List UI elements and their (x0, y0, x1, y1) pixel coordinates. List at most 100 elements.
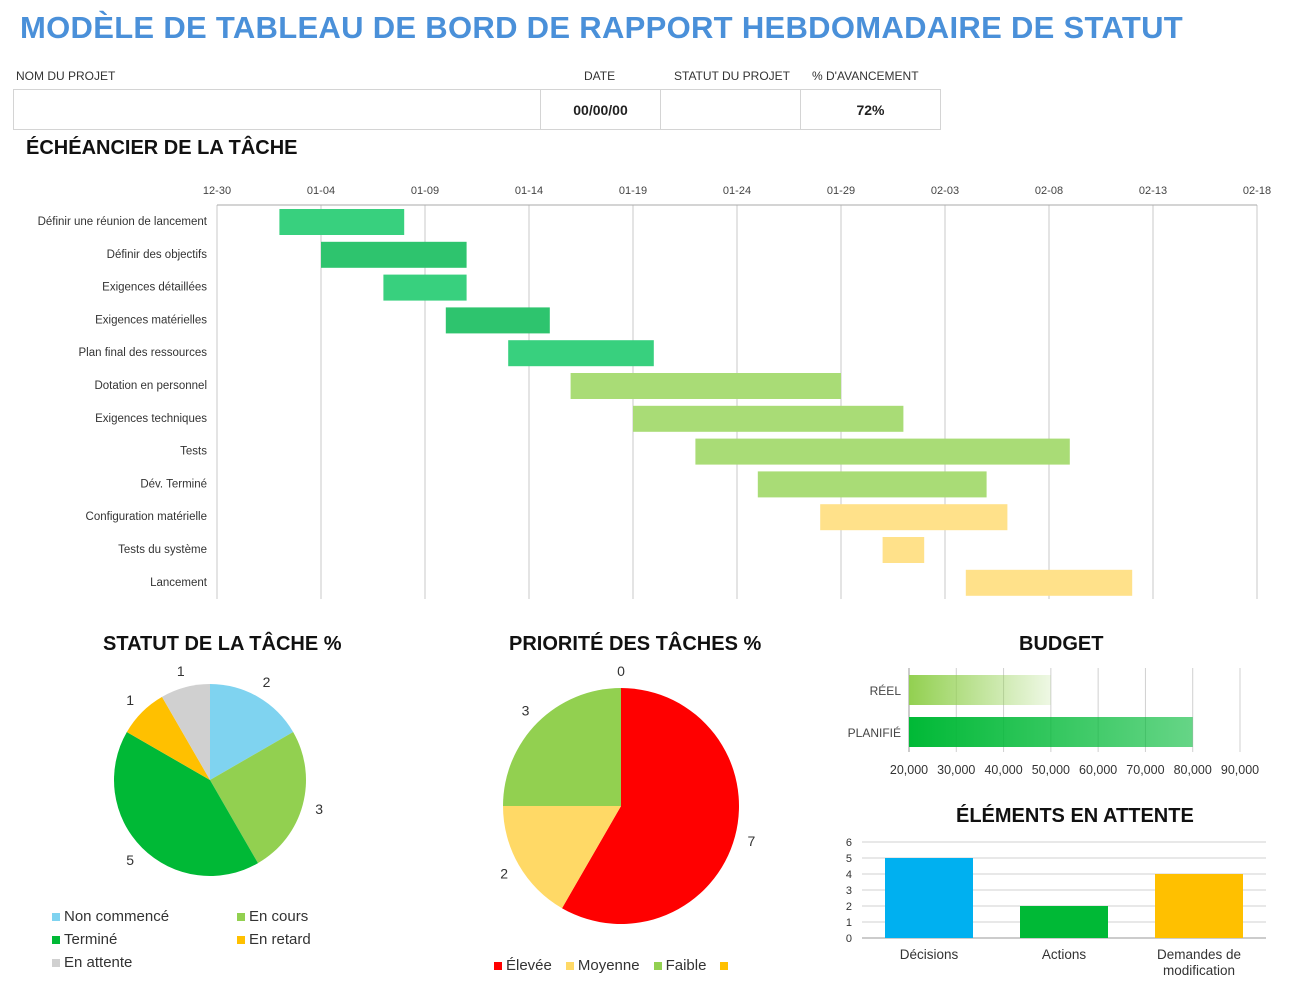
legend-swatch (237, 935, 245, 944)
tick-label: 01-04 (307, 185, 335, 197)
category-label: Décisions (900, 947, 959, 962)
tick-label: 02-13 (1139, 185, 1167, 197)
tick-label: 12-30 (203, 185, 231, 197)
legend-swatch (565, 961, 574, 970)
legend-label: En cours (249, 908, 309, 925)
pie-slice (562, 688, 740, 924)
legend-label: En attente (64, 954, 133, 971)
task-bar (882, 537, 925, 563)
task-label: Configuration matérielle (86, 511, 207, 523)
tick-label: 01-09 (411, 185, 439, 197)
legend-label: Terminé (64, 931, 118, 948)
data-label: 3 (315, 801, 323, 817)
budget-title: BUDGET (1019, 633, 1104, 655)
status-chart-title: STATUT DE LA TÂCHE % (103, 633, 342, 655)
task-label: Plan final des ressources (79, 347, 208, 359)
task-label: Exigences techniques (95, 413, 207, 425)
task-label: Dév. Terminé (140, 478, 207, 490)
tick-label: 02-18 (1243, 185, 1271, 197)
project-name-label: NOM DU PROJET (16, 69, 116, 83)
status-pie-chart: 2 3 5 1 1 (113, 663, 323, 876)
tick-label: 6 (846, 837, 852, 849)
budget-chart: 20,000 30,000 40,000 50,000 60,000 70,000 80,0… (848, 668, 1259, 777)
data-label: 2 (263, 674, 271, 690)
legend-item (720, 957, 732, 974)
tick-label: 70,000 (1126, 763, 1164, 777)
task-label: Tests du système (118, 544, 207, 556)
legend-swatch (653, 961, 662, 970)
category-label: RÉEL (870, 683, 902, 698)
date-field[interactable]: 00/00/00 (541, 90, 661, 129)
tick-label: 0 (846, 933, 852, 945)
task-bar (820, 504, 1008, 531)
task-label: Tests (180, 446, 207, 458)
priority-chart-title: PRIORITÉ DES TÂCHES % (509, 633, 762, 655)
legend-item: En cours (237, 908, 352, 925)
tick-label: 20,000 (890, 763, 928, 777)
pie-slice (503, 688, 621, 806)
tick-label: 5 (846, 853, 852, 865)
task-bar (383, 274, 467, 301)
legend-label: Non commencé (64, 908, 170, 925)
task-label: Définir des objectifs (107, 249, 208, 261)
data-label: 5 (126, 852, 134, 868)
tick-label: 4 (846, 869, 852, 881)
task-label: Exigences détaillées (102, 282, 207, 294)
legend-swatch (237, 912, 245, 921)
progress-field[interactable]: 72% (856, 101, 885, 118)
task-bar (695, 438, 1070, 465)
progress-label: % D'AVANCEMENT (812, 69, 919, 83)
task-bar (965, 569, 1133, 596)
category-label: Actions (1042, 947, 1087, 962)
tick-label: 02-08 (1035, 185, 1063, 197)
legend-item: En attente (52, 954, 237, 971)
data-label: 7 (748, 833, 756, 849)
tick-label: 40,000 (984, 763, 1022, 777)
task-bar (570, 373, 841, 399)
task-bar (757, 471, 987, 498)
legend-swatch (52, 935, 60, 944)
status-field[interactable] (661, 90, 801, 129)
legend-item: Faible (653, 957, 707, 974)
legend-item: Moyenne (565, 957, 640, 974)
tick-label: 60,000 (1079, 763, 1117, 777)
priority-legend: Élevée Moyenne Faible (494, 957, 732, 974)
tick-label: 01-29 (827, 185, 855, 197)
legend-item: Élevée (494, 957, 552, 974)
task-bar (633, 405, 904, 432)
legend-item: Non commencé (52, 908, 237, 925)
data-label: 0 (617, 663, 625, 679)
pie-slice (162, 684, 210, 780)
data-label: 1 (177, 663, 185, 679)
budget-bar (909, 717, 1193, 747)
legend-label: Moyenne (577, 957, 640, 974)
project-info-row: 00/00/00 72% (13, 89, 941, 130)
pending-bar (1155, 874, 1243, 938)
category-label: Demandes de modification (1157, 947, 1241, 978)
legend-label: En retard (249, 931, 311, 948)
data-label: 2 (500, 866, 508, 882)
legend-swatch (720, 961, 729, 970)
legend-swatch (494, 961, 502, 970)
status-label: STATUT DU PROJET (674, 69, 791, 83)
legend-swatch (52, 958, 60, 967)
pending-title: ÉLÉMENTS EN ATTENTE (956, 805, 1194, 827)
pie-slice (113, 732, 258, 876)
page-title: MODÈLE DE TABLEAU DE BORD DE RAPPORT HEB… (20, 10, 1183, 45)
status-legend: Non commencé En cours Terminé En retard En a… (52, 908, 352, 971)
tick-label: 30,000 (937, 763, 975, 777)
category-label: PLANIFIÉ (848, 725, 901, 740)
task-bar (321, 241, 467, 268)
pie-slice (126, 696, 210, 780)
legend-swatch (52, 912, 60, 921)
tick-label: 3 (846, 885, 852, 897)
task-label: Lancement (150, 577, 208, 589)
legend-label: Faible (665, 957, 707, 974)
project-name-field[interactable] (14, 90, 541, 129)
pending-items-chart: 0 1 2 3 4 5 6 Décisions Actions Demandes de modifi… (846, 837, 1266, 978)
task-label: Dotation en personnel (94, 380, 207, 392)
tick-label: 01-19 (619, 185, 647, 197)
pie-slice (210, 684, 294, 780)
data-label: 3 (522, 703, 530, 719)
data-label: 1 (126, 692, 134, 708)
